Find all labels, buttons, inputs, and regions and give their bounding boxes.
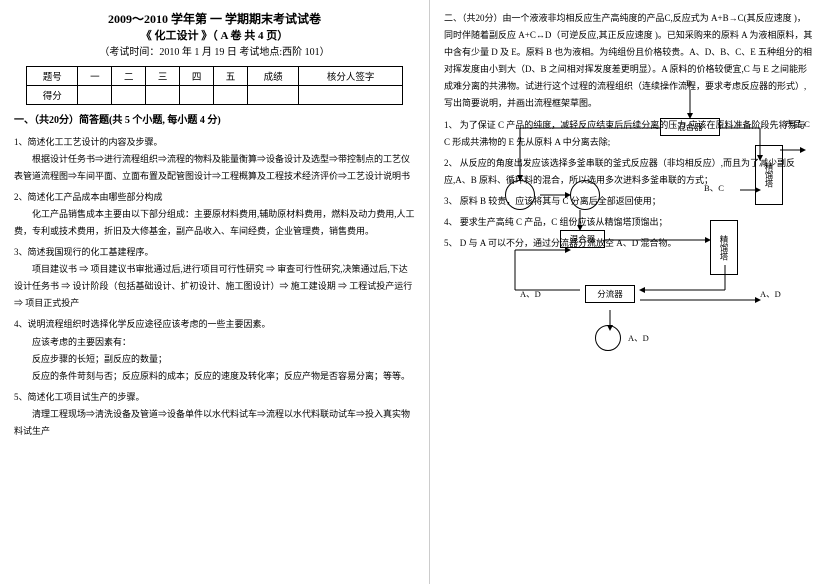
td bbox=[78, 85, 112, 104]
th: 一 bbox=[78, 66, 112, 85]
distillation-tower-1: 精馏塔 bbox=[755, 145, 783, 205]
recycle-node bbox=[595, 325, 621, 351]
header-line3: （考试时间：2010 年 1 月 19 日 考试地点:西阶 101） bbox=[14, 45, 415, 60]
header-line1: 2009～2010 学年第 一 学期期末考试试卷 bbox=[14, 10, 415, 28]
q1: 1、简述化工工艺设计的内容及步骤。 bbox=[14, 134, 415, 151]
th: 三 bbox=[146, 66, 180, 85]
td bbox=[146, 85, 180, 104]
label-BC: B、C bbox=[704, 182, 724, 194]
reactor-2 bbox=[570, 180, 600, 210]
label-AD3: A、D bbox=[628, 332, 649, 344]
q4-a3: 反应的条件苛刻与否；反应原料的成本；反应的速度及转化率；反应产物是否容易分离；等… bbox=[14, 368, 415, 385]
label-B: B bbox=[686, 78, 692, 88]
th: 五 bbox=[214, 66, 248, 85]
diagram-lines bbox=[460, 90, 820, 350]
q4-a1: 应该考虑的主要因素有： bbox=[14, 334, 415, 351]
q5-answer: 清理工程现场⇒清洗设备及管道⇒设备单件以水代料试车⇒流程以水代料联动试车⇒投入真… bbox=[14, 406, 415, 440]
q2-answer: 化工产品销售成本主要由以下部分组成：主要原材料费用,辅助原材料费用，燃料及动力费… bbox=[14, 206, 415, 240]
q3-answer: 项目建议书 ⇒ 项目建议书审批通过后,进行项目可行性研究 ⇒ 审查可行性研究,决… bbox=[14, 261, 415, 312]
mixer-box: 混合器 bbox=[660, 118, 720, 136]
td bbox=[214, 85, 248, 104]
section1-head: 一、（共20分）简答题(共 5 个小题, 每小题 4 分) bbox=[14, 111, 415, 130]
td bbox=[299, 85, 403, 104]
th: 核分人签字 bbox=[299, 66, 403, 85]
label-AD1: A、D bbox=[520, 288, 541, 300]
q4-a2: 反应步骤的长短；副反应的数量； bbox=[14, 351, 415, 368]
header-line2: 《 化工设计 》（ A 卷 共 4 页） bbox=[14, 28, 415, 45]
th: 题号 bbox=[27, 66, 78, 85]
splitter-box: 分流器 bbox=[585, 285, 635, 303]
th: 成绩 bbox=[247, 66, 298, 85]
mixer-circ: 混合器 bbox=[560, 230, 605, 248]
q2: 2、简述化工产品成本由哪些部分构成 bbox=[14, 189, 415, 206]
table-row: 得分 bbox=[27, 85, 403, 104]
q4: 4、说明流程组织时选择化学反应途径应该考虑的一些主要因素。 bbox=[14, 316, 415, 333]
label-AD2: A、D bbox=[760, 288, 781, 300]
td: 得分 bbox=[27, 85, 78, 104]
td bbox=[180, 85, 214, 104]
q1-answer: 根据设计任务书⇒进行流程组织⇒流程的物料及能量衡算⇒设备设计及选型⇒带控制点的工… bbox=[14, 151, 415, 185]
th: 四 bbox=[180, 66, 214, 85]
q3: 3、简述我国现行的化工基建程序。 bbox=[14, 244, 415, 261]
flow-diagram: B 混合器 产品 C 精馏塔 B、C 混合器 精馏塔 分流器 A、D A、D A… bbox=[460, 90, 820, 350]
table-row: 题号 一 二 三 四 五 成绩 核分人签字 bbox=[27, 66, 403, 85]
td bbox=[247, 85, 298, 104]
q5: 5、简述化工项目试生产的步骤。 bbox=[14, 389, 415, 406]
distillation-tower-2: 精馏塔 bbox=[710, 220, 738, 275]
reactor-1 bbox=[505, 180, 535, 210]
label-productC: 产品 C bbox=[785, 118, 810, 130]
th: 二 bbox=[112, 66, 146, 85]
td bbox=[112, 85, 146, 104]
score-table: 题号 一 二 三 四 五 成绩 核分人签字 得分 bbox=[26, 66, 403, 105]
